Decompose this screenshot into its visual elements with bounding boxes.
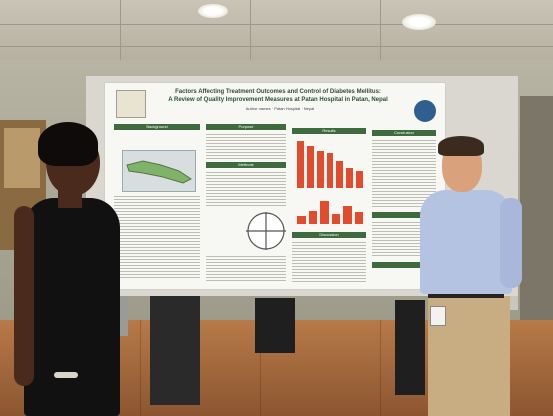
ceiling-grid-line [380,0,381,70]
text-block-methods [206,172,286,208]
section-header [372,212,436,218]
chart-bar-lower [320,200,329,224]
floor-line [140,320,141,416]
floor-line [380,320,381,416]
ceiling-grid-line [0,46,553,47]
section-header-methods: Methods [206,162,286,168]
results-bar-chart-upper [294,138,366,188]
poster-title-line1: Factors Affecting Treatment Outcomes and… [175,89,381,95]
text-block-conclusion [372,140,436,208]
poster-title: Factors Affecting Treatment Outcomes and… [148,88,408,104]
side-wall [520,96,553,336]
nepal-map [122,150,196,192]
chart-bar-lower [297,216,306,224]
background-person-legs [395,300,425,395]
chart-bar-upper [326,153,334,188]
chart-bar-upper [316,150,324,188]
chart-bar-upper [306,145,314,188]
person-right-hair [438,136,484,156]
poster-authors: Author names · Patan Hospital · Nepal [245,106,315,111]
floor-line [260,320,261,416]
person-right-shirt [420,190,512,294]
chart-bar-upper [297,140,304,188]
ceiling-grid-line [120,0,121,70]
wall-poster [4,128,40,188]
ceiling [0,0,553,70]
text-block-discussion [292,242,366,282]
results-bar-chart-lower [294,198,366,224]
text-block-purpose [206,134,286,160]
chart-bar-upper [336,160,344,188]
ceiling-grid-line [250,0,251,70]
quadrant-diagram [246,212,286,250]
person-right-belt [428,290,504,298]
chart-bar-lower [354,212,363,224]
person-left-arm [14,206,34,386]
ceiling-grid-line [0,24,553,25]
text-block-methods-2 [206,256,286,282]
chart-bar-upper [346,168,354,188]
ceiling-light [198,4,228,18]
text-block-background [114,196,200,280]
map-shape [126,160,192,184]
person-left-bracelet [54,372,78,378]
section-header [372,262,436,268]
section-header-conclusion: Conclusion [372,130,436,136]
section-header-purpose: Purpose [206,124,286,130]
person-right-arm [500,198,522,288]
hospital-logo [414,100,436,122]
background-person-legs [255,298,295,353]
person-left-hair [38,122,98,166]
chart-bar-lower [308,211,317,224]
institution-logo [116,90,146,118]
ceiling-light [402,14,436,30]
chart-bar-lower [331,213,340,224]
section-header-background: Background [114,124,200,130]
person-left-dress [24,198,120,416]
poster-title-line2: A Review of Quality Improvement Measures… [168,97,388,103]
person-right-badge [430,306,446,326]
chart-bar-lower [343,205,352,224]
section-header-discussion: Discussion [292,232,366,238]
background-person-legs [150,295,200,405]
chart-bar-upper [356,170,363,188]
board-stand-leg [120,296,128,336]
section-header-results: Results [292,128,366,134]
